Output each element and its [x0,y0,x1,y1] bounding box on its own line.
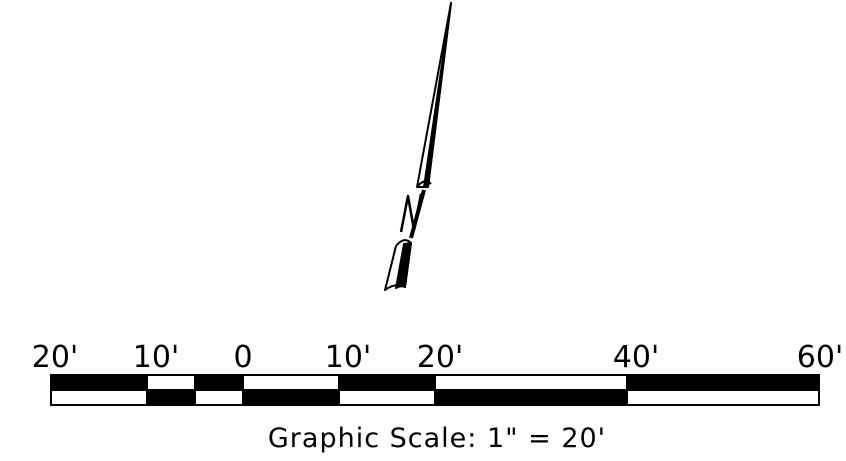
tick-label: 10' [133,340,179,375]
scale-segment [434,389,628,406]
scale-segment [146,374,196,391]
graphic-scale-bar [50,374,820,406]
scale-caption: Graphic Scale: 1" = 20' [268,423,606,454]
tick-label: 0 [233,340,252,375]
scale-segment [146,389,196,406]
tick-label: 10' [325,340,371,375]
scale-tick-labels: 20' 10' 0 10' 20' 40' 60' [32,340,843,375]
tick-label: 20' [32,340,78,375]
scale-segment [626,374,820,391]
north-arrow-icon [384,2,452,291]
scale-segment [338,389,436,406]
scale-segment [338,374,436,391]
scale-segment [194,389,244,406]
scale-segment [50,374,148,391]
scale-segment [50,389,148,406]
scale-segment [242,389,340,406]
scale-segment [434,374,628,391]
tick-label: 20' [417,340,463,375]
scale-segment [194,374,244,391]
tick-label: 60' [797,340,843,375]
tick-label: 40' [613,340,659,375]
scale-segment [626,389,820,406]
scale-outline [50,374,820,406]
scale-segment [242,374,340,391]
